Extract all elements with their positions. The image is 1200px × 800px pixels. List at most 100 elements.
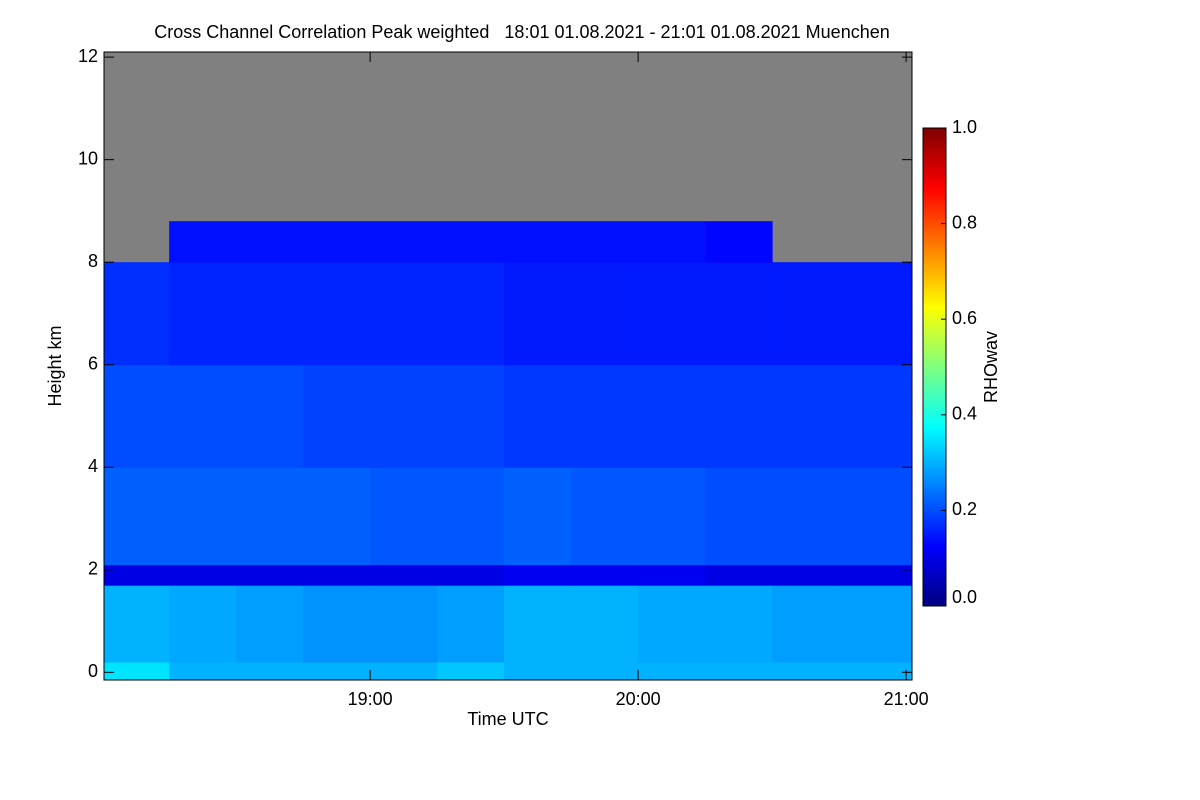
y-tick-label: 8 xyxy=(88,251,98,271)
heatmap-cell xyxy=(169,564,237,586)
heatmap-cell xyxy=(437,585,505,663)
heatmap-cell xyxy=(504,262,572,366)
heatmap-cell xyxy=(772,585,840,663)
heatmap-cell xyxy=(104,662,170,681)
colorbar-tick-label: 0.0 xyxy=(952,587,977,607)
heatmap-cell xyxy=(638,585,706,663)
colorbar-tick-label: 0.4 xyxy=(952,404,977,424)
heatmap-cell xyxy=(638,262,706,366)
heatmap-cell xyxy=(236,467,304,566)
heatmap-cell xyxy=(437,564,505,586)
heatmap-cell xyxy=(839,262,913,366)
heatmap-cell xyxy=(705,467,773,566)
y-tick-label: 10 xyxy=(78,148,98,168)
heatmap-cell xyxy=(303,221,371,263)
heatmap-cell xyxy=(437,364,505,468)
heatmap-cell xyxy=(303,364,371,468)
x-tick-label: 19:00 xyxy=(348,689,393,709)
heatmap-cell xyxy=(169,467,237,566)
x-tick-label: 20:00 xyxy=(616,689,661,709)
heatmap-cell xyxy=(370,564,438,586)
heatmap-cell xyxy=(705,585,773,663)
heatmap-cell xyxy=(370,364,438,468)
y-tick-label: 4 xyxy=(88,456,98,476)
heatmap-cell xyxy=(169,662,237,681)
heatmap-cell xyxy=(169,221,237,263)
heatmap-cell xyxy=(839,662,913,681)
y-axis-label: Height km xyxy=(45,325,65,406)
heatmap-cell xyxy=(437,467,505,566)
heatmap-cell xyxy=(504,564,572,586)
heatmap-cell xyxy=(638,662,706,681)
heatmap-cell xyxy=(169,262,237,366)
heatmap-cell xyxy=(638,564,706,586)
heatmap-cell xyxy=(437,662,505,681)
heatmap-cell xyxy=(104,364,170,468)
heatmap-cell xyxy=(169,585,237,663)
colorbar-tick-label: 0.6 xyxy=(952,308,977,328)
heatmap-cell xyxy=(571,221,639,263)
heatmap-cell xyxy=(104,585,170,663)
heatmap-cell xyxy=(303,662,371,681)
heatmap-cell xyxy=(839,364,913,468)
heatmap-cell xyxy=(370,467,438,566)
heatmap-cell xyxy=(303,564,371,586)
heatmap-cell xyxy=(705,564,773,586)
heatmap-cell xyxy=(370,585,438,663)
heatmap-cell xyxy=(504,662,572,681)
heatmap-cell xyxy=(236,364,304,468)
heatmap-cell xyxy=(772,262,840,366)
heatmap-cell xyxy=(839,564,913,586)
heatmap-cell xyxy=(571,662,639,681)
heatmap-cell xyxy=(504,467,572,566)
x-tick-label: 21:00 xyxy=(884,689,929,709)
heatmap-cell xyxy=(772,364,840,468)
heatmap-cell xyxy=(370,221,438,263)
heatmap-cell xyxy=(504,585,572,663)
heatmap-cell xyxy=(370,662,438,681)
heatmap-cell xyxy=(437,262,505,366)
y-tick-label: 0 xyxy=(88,661,98,681)
heatmap-cell xyxy=(705,662,773,681)
heatmap-cell xyxy=(504,364,572,468)
heatmap-cell xyxy=(236,585,304,663)
heatmap-cell xyxy=(839,467,913,566)
x-axis-label: Time UTC xyxy=(467,709,548,729)
heatmap-cell xyxy=(236,262,304,366)
colorbar-label: RHOwav xyxy=(981,331,1001,403)
heatmap-cell xyxy=(437,221,505,263)
heatmap-cell xyxy=(571,262,639,366)
heatmap-cell xyxy=(571,585,639,663)
heatmap-cell xyxy=(772,564,840,586)
heatmap-cell xyxy=(104,564,170,586)
heatmap-cell xyxy=(772,467,840,566)
y-tick-label: 12 xyxy=(78,46,98,66)
heatmap-cell xyxy=(638,467,706,566)
colorbar-tick-label: 1.0 xyxy=(952,117,977,137)
heatmap-cell xyxy=(370,262,438,366)
colorbar-tick-label: 0.8 xyxy=(952,212,977,232)
y-tick-label: 2 xyxy=(88,559,98,579)
heatmap-cell xyxy=(104,262,170,366)
heatmap-cell xyxy=(705,221,773,263)
heatmap-cell xyxy=(772,662,840,681)
plot-frame xyxy=(103,51,913,681)
chart-title: Cross Channel Correlation Peak weighted … xyxy=(154,22,890,42)
heatmap-cell xyxy=(303,262,371,366)
heatmap-cell xyxy=(303,467,371,566)
heatmap-cell xyxy=(236,221,304,263)
colorbar xyxy=(922,127,947,607)
heatmap-cell xyxy=(303,585,371,663)
heatmap-cell xyxy=(705,262,773,366)
y-tick-label: 6 xyxy=(88,353,98,373)
heatmap-cell xyxy=(839,585,913,663)
heatmap-cell xyxy=(571,564,639,586)
colorbar-tick-label: 0.2 xyxy=(952,499,977,519)
heatmap-cell xyxy=(169,364,237,468)
heatmap-cell xyxy=(504,221,572,263)
heatmap-cell xyxy=(571,467,639,566)
heatmap-cell xyxy=(638,364,706,468)
heatmap-cell xyxy=(236,662,304,681)
heatmap-cell xyxy=(571,364,639,468)
